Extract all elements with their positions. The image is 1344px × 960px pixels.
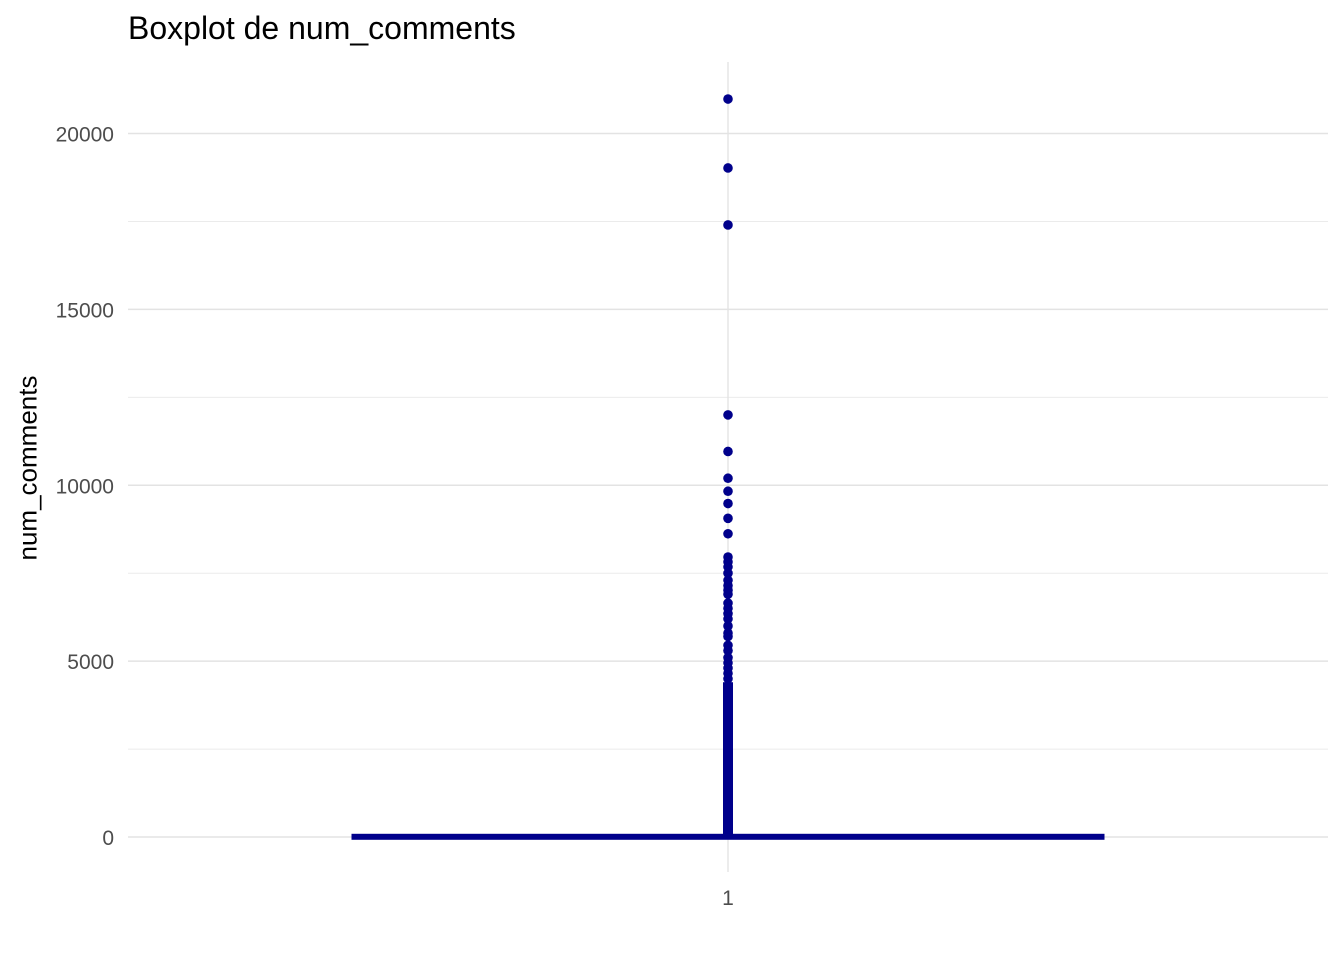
outlier-point [723,614,733,624]
outlier-point [723,645,733,656]
outlier-point [723,631,733,642]
chart-title: Boxplot de num_comments [128,10,516,46]
outlier-point [723,473,733,484]
outlier-point [723,589,733,600]
outlier-point [723,772,733,783]
outlier-point [723,680,733,691]
outlier-point [723,807,733,818]
outlier-point [723,621,733,631]
outlier-point [723,709,733,719]
outlier-point [723,786,733,797]
outlier-point [723,751,733,761]
outlier-point [723,673,733,684]
outlier-point [723,498,733,509]
y-tick-label: 15000 [56,299,114,322]
y-tick-label: 5000 [67,651,114,674]
outlier-point [723,800,733,811]
outlier-point [723,779,733,790]
y-tick-label: 20000 [56,124,114,147]
outlier-point [723,821,733,832]
outlier-point [723,446,733,457]
outlier-point [723,695,733,705]
outlier-point [723,702,733,712]
outlier-point [723,513,733,524]
y-tick-label: 10000 [56,475,114,498]
outlier-point [723,758,733,768]
outlier-point [723,716,733,726]
y-tick-labels: 0 5000 10000 15000 20000 [56,124,114,851]
outlier-point [723,568,733,578]
outlier-point [723,410,733,420]
x-tick-label: 1 [722,887,734,910]
outlier-point [723,744,733,754]
outlier-point [723,765,733,775]
outlier-point [723,730,733,740]
y-tick-label: 0 [102,827,114,850]
outlier-point [723,486,733,497]
outlier-point [723,687,733,698]
outlier-point [723,793,733,804]
outlier-points [723,94,733,839]
outlier-point [723,828,733,839]
outlier-point [723,723,733,733]
x-tick-labels: 1 [722,887,734,910]
outlier-point [723,737,733,747]
outlier-point [723,94,733,104]
outlier-point [723,528,733,539]
outlier-point [723,163,733,173]
outlier-point [723,220,733,230]
outlier-point [723,814,733,825]
